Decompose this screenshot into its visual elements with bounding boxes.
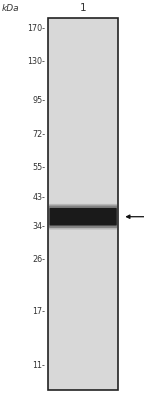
FancyBboxPatch shape: [49, 204, 117, 230]
FancyBboxPatch shape: [49, 206, 117, 228]
Text: kDa: kDa: [1, 4, 19, 13]
Text: 26-: 26-: [32, 255, 45, 264]
Text: 55-: 55-: [32, 163, 45, 172]
Text: 34-: 34-: [33, 222, 45, 231]
Bar: [48, 18, 118, 390]
Text: 72-: 72-: [32, 130, 45, 139]
Text: 17-: 17-: [32, 307, 45, 316]
Text: 11-: 11-: [33, 361, 45, 370]
FancyBboxPatch shape: [50, 208, 117, 226]
Text: 43-: 43-: [33, 193, 45, 202]
Text: 130-: 130-: [28, 57, 45, 66]
Text: 95-: 95-: [32, 96, 45, 104]
Text: 1: 1: [80, 3, 87, 13]
Text: 170-: 170-: [27, 24, 45, 33]
